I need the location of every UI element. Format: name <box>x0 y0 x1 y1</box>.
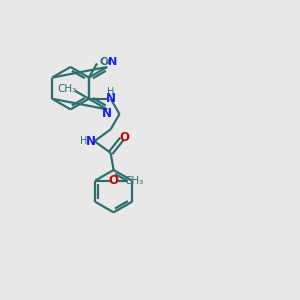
Text: N: N <box>108 57 117 67</box>
Text: CH₃: CH₃ <box>124 176 144 186</box>
Text: O: O <box>119 130 129 143</box>
Text: N: N <box>102 107 112 120</box>
Text: H: H <box>80 136 88 146</box>
Text: H: H <box>107 87 114 97</box>
Text: C: C <box>99 57 107 67</box>
Text: N: N <box>106 92 116 105</box>
Text: N: N <box>86 135 96 148</box>
Text: O: O <box>109 174 119 187</box>
Text: CH₃: CH₃ <box>57 84 76 94</box>
